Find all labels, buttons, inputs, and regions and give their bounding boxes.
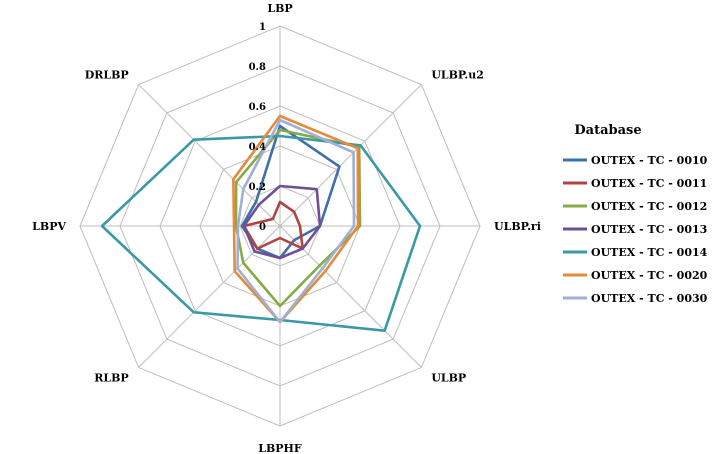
legend-entry-label: OUTEX - TC - 0012 [591,200,707,213]
radial-tick-labels: 0 0.2 0.4 0.6 0.8 1 [249,22,266,233]
radar-series-group [100,114,422,332]
legend-entry-label: OUTEX - TC - 0013 [591,223,707,236]
legend-entry-label: OUTEX - TC - 0030 [591,292,708,305]
legend-entry-label: OUTEX - TC - 0020 [591,269,708,282]
radial-tick-label: 0.4 [249,142,266,153]
grid-spoke [279,225,422,368]
axis-label: ULBP [431,371,466,384]
axis-label: LBP [267,2,292,15]
grid-spoke [138,225,281,368]
series-line [236,118,356,324]
axis-label: ULBP.u2 [431,69,484,82]
radial-tick-label: 1 [259,22,266,33]
legend-entry-label: OUTEX - TC - 0011 [591,177,707,190]
radial-tick-label: 0.6 [249,102,266,113]
legend-title: Database [574,123,641,138]
legend: Database OUTEX - TC - 0010 OUTEX - TC - 0… [563,123,708,305]
axis-label: LBPV [32,220,66,233]
series-line [234,128,362,308]
grid-spoke [279,84,422,227]
axis-label: ULBP.ri [494,220,541,233]
legend-entry-label: OUTEX - TC - 0014 [591,246,708,259]
series-line [242,184,322,260]
axis-labels: LBP ULBP.u2 ULBP.ri ULBP LBPHF RLBP LBPV DRLBP [32,2,541,454]
series-line [242,200,304,250]
radial-tick-label: 0 [259,222,266,233]
radial-tick-label: 0.2 [249,182,266,193]
axis-label: RLBP [94,371,128,384]
axis-label: DRLBP [85,69,129,82]
axis-label: LBPHF [258,442,302,454]
radial-tick-label: 0.8 [249,62,266,73]
legend-entry-label: OUTEX - TC - 0010 [591,154,708,167]
